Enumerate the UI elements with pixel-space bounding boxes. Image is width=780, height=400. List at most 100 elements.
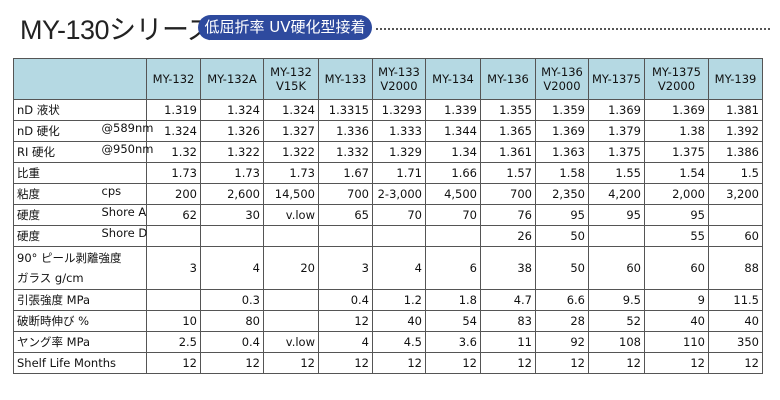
table-cell: 3,200 [708, 183, 763, 205]
table-cell [425, 225, 481, 247]
table-cell [263, 310, 319, 332]
table-cell: 1.336 [318, 120, 373, 142]
table-cell: 1.67 [318, 162, 373, 184]
column-header: MY-132 [146, 58, 201, 100]
table-cell [263, 289, 319, 311]
row-label: 硬度 Shore D [13, 225, 148, 247]
table-cell: 1.329 [372, 141, 426, 163]
table-cell: 10 [146, 310, 201, 332]
table-cell [146, 225, 201, 247]
table-cell: 1.392 [708, 120, 763, 142]
row-label: nD 硬化 @589nm [13, 120, 153, 142]
table-cell: 12 [200, 352, 264, 374]
table-cell: 1.38 [644, 120, 709, 142]
table-cell: 4 [200, 246, 264, 290]
table-cell: 1.369 [588, 99, 645, 121]
table-cell: 12 [588, 352, 645, 374]
page-title: MY-130シリーズ [20, 15, 214, 45]
table-cell: 20 [263, 246, 319, 290]
table-cell: 1.344 [425, 120, 481, 142]
table-cell: 1.375 [588, 141, 645, 163]
table-cell: 2-3,000 [372, 183, 426, 205]
row-label: nD 液状 [13, 99, 147, 121]
table-cell: 12 [318, 352, 373, 374]
table-cell: 1.326 [200, 120, 264, 142]
table-cell: v.low [263, 331, 319, 353]
table-cell: 4,200 [588, 183, 645, 205]
row-label: RI 硬化 @950nm [13, 141, 153, 163]
table-cell: 11.5 [708, 289, 763, 311]
table-cell: 110 [644, 331, 709, 353]
table-cell: 0.3 [200, 289, 264, 311]
table-cell: 11 [480, 331, 536, 353]
table-cell: 95 [588, 204, 645, 226]
table-cell: 60 [588, 246, 645, 290]
table-cell: 1.3315 [318, 99, 373, 121]
table-cell: 50 [535, 246, 589, 290]
dotted-divider [376, 28, 770, 30]
table-cell: 1.386 [708, 141, 763, 163]
table-cell: 40 [644, 310, 709, 332]
row-unit: Shore D [101, 226, 148, 240]
table-cell: 95 [644, 204, 709, 226]
column-header: MY-136 V2000 [535, 58, 589, 100]
table-cell: 4 [318, 331, 373, 353]
table-cell: 3.6 [425, 331, 481, 353]
table-cell [588, 225, 645, 247]
table-row: ヤング率 MPa 2.5 0.4 v.low 4 4.5 3.6 11 92 108 110 350 [13, 331, 763, 353]
table-cell: 12 [263, 352, 319, 374]
table-cell: 1.361 [480, 141, 536, 163]
table-cell: 12 [372, 352, 426, 374]
table-cell: 1.58 [535, 162, 589, 184]
table-cell: 65 [318, 204, 373, 226]
table-cell: 30 [200, 204, 264, 226]
table-row: 粘度 cps 200 2,600 14,500 700 2-3,000 4,500 700 2,3… [13, 183, 763, 205]
table-cell: 1.319 [146, 99, 201, 121]
table-row: 破断時伸び % 10 80 12 40 54 83 28 52 40 40 [13, 310, 763, 332]
table-cell: 12 [425, 352, 481, 374]
table-cell: 1.369 [535, 120, 589, 142]
table-cell: 9.5 [588, 289, 645, 311]
header-corner [13, 58, 147, 100]
row-label-text: nD 硬化 [17, 124, 60, 138]
table-cell: 2,000 [644, 183, 709, 205]
subtitle-badge: 低屈折率 UV硬化型接着剤 [198, 15, 372, 61]
table-cell: 1.365 [480, 120, 536, 142]
table-cell: 6 [425, 246, 481, 290]
table-cell: 1.333 [372, 120, 426, 142]
table-row: 硬度 Shore A 62 30 v.low 65 70 70 76 95 95 95 [13, 204, 763, 226]
table-cell: 12 [146, 352, 201, 374]
column-header: MY-136 [480, 58, 536, 100]
row-label: Shelf Life Months [13, 352, 147, 374]
table-cell: 2.5 [146, 331, 201, 353]
row-label: 引張強度 MPa [13, 289, 147, 311]
table-cell: 1.355 [480, 99, 536, 121]
table-cell: 14,500 [263, 183, 319, 205]
table-cell: v.low [263, 204, 319, 226]
table-cell: 350 [708, 331, 763, 353]
table-cell: 12 [480, 352, 536, 374]
table-row: RI 硬化 @950nm 1.32 1.322 1.322 1.332 1.329 1.34 1… [13, 141, 763, 163]
table-cell: 0.4 [200, 331, 264, 353]
table-cell: 1.3293 [372, 99, 426, 121]
table-cell: 1.66 [425, 162, 481, 184]
table-cell: 60 [708, 225, 763, 247]
row-label-text: 90° ピール剥離強度 ガラス g/cm [17, 251, 122, 285]
row-unit: @950nm [101, 142, 154, 156]
row-label-text: 粘度 [17, 187, 40, 201]
row-label-text: 引張強度 MPa [17, 293, 91, 307]
table-cell: 1.324 [263, 99, 319, 121]
table-cell: 12 [644, 352, 709, 374]
table-cell: 1.54 [644, 162, 709, 184]
table-cell: 4,500 [425, 183, 481, 205]
column-header: MY-132 V15K [263, 58, 319, 100]
table-cell: 70 [425, 204, 481, 226]
table-row: nD 硬化 @589nm 1.324 1.326 1.327 1.336 1.333 1.34… [13, 120, 763, 142]
table-cell [708, 204, 763, 226]
table-cell: 108 [588, 331, 645, 353]
table-cell: 1.5 [708, 162, 763, 184]
row-label-text: 硬度 [17, 229, 40, 243]
row-label: 比重 [13, 162, 147, 184]
table-cell: 1.324 [146, 120, 201, 142]
table-cell: 83 [480, 310, 536, 332]
